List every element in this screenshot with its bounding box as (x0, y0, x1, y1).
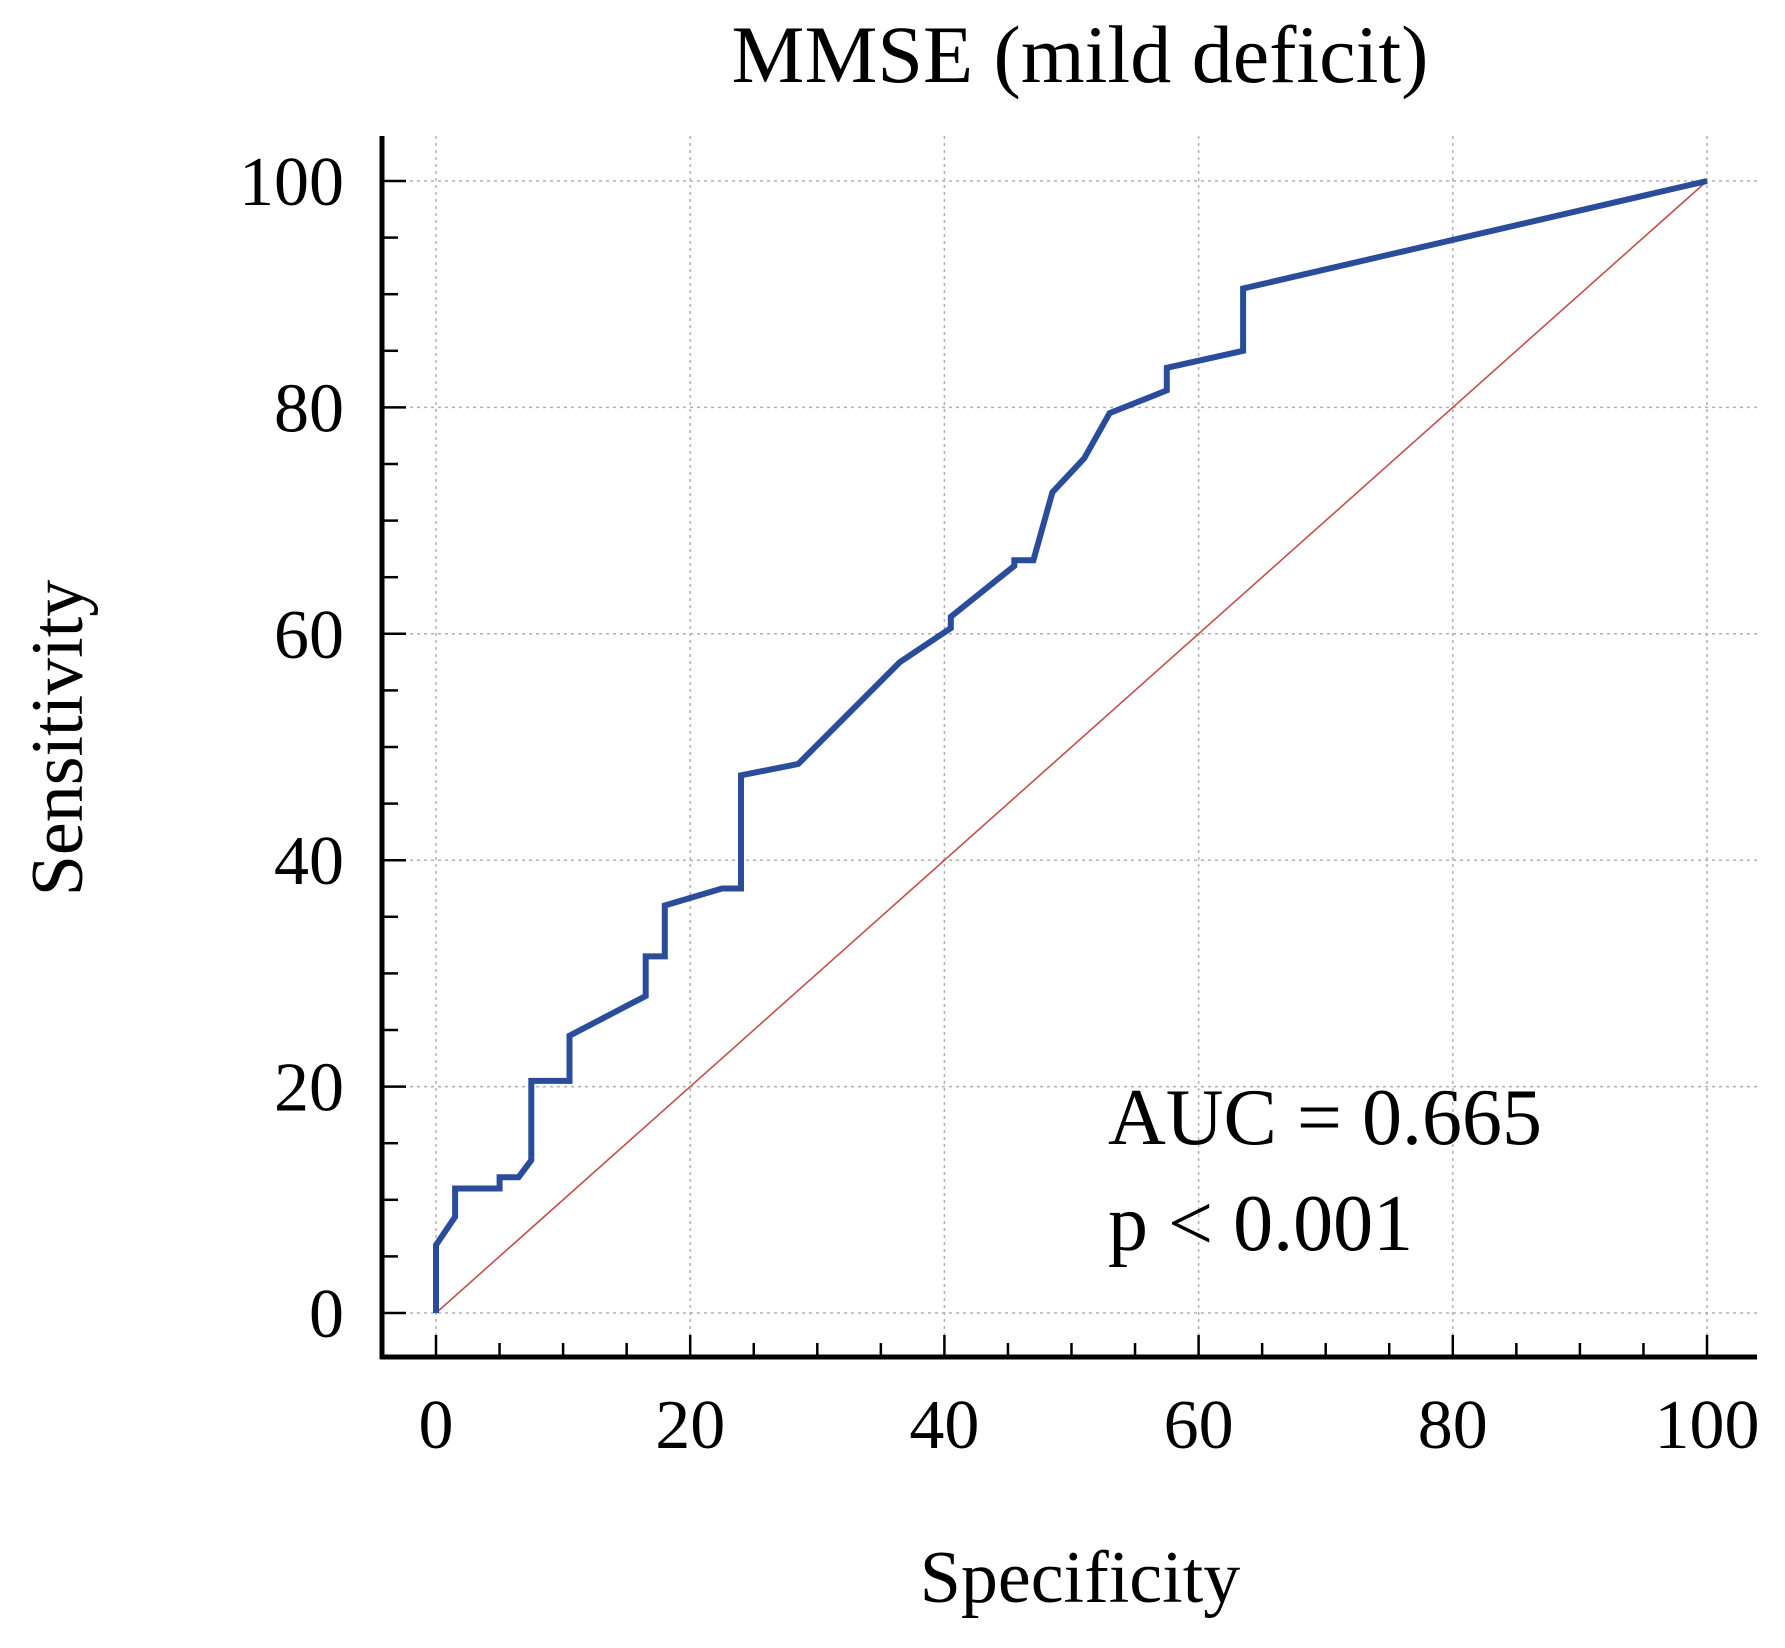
auc-annotation: AUC = 0.665 (1108, 1074, 1542, 1162)
roc-curve-line (433, 178, 1708, 1313)
y-tick-label: 0 (309, 1276, 344, 1353)
x-tick-label: 0 (419, 1387, 454, 1464)
x-tick-label: 80 (1418, 1387, 1488, 1464)
reference-diagonal-line (435, 180, 1708, 1314)
axes (379, 136, 1757, 1360)
p-value-annotation: p < 0.001 (1108, 1180, 1413, 1268)
x-tick-label: 100 (1655, 1387, 1760, 1464)
x-tick-label: 60 (1164, 1387, 1234, 1464)
x-tick-label: 40 (909, 1387, 979, 1464)
reference-line-layer (435, 180, 1708, 1314)
y-tick-label: 20 (274, 1050, 344, 1127)
y-tick-label: 100 (239, 144, 344, 221)
y-axis-label: Sensitivity (17, 580, 99, 897)
y-tick-label: 40 (274, 823, 344, 900)
tick-labels: 0 20 40 60 80 100 0 20 40 60 80 100 (239, 144, 1760, 1464)
x-tick-label: 20 (655, 1387, 725, 1464)
grid (382, 136, 1757, 1357)
chart-title: MMSE (mild deficit) (732, 9, 1429, 100)
y-tick-label: 60 (274, 597, 344, 674)
x-axis-label: Specificity (920, 1537, 1241, 1619)
minor-ticks (382, 179, 1709, 1357)
roc-curve-layer (433, 178, 1708, 1313)
y-tick-label: 80 (274, 370, 344, 447)
